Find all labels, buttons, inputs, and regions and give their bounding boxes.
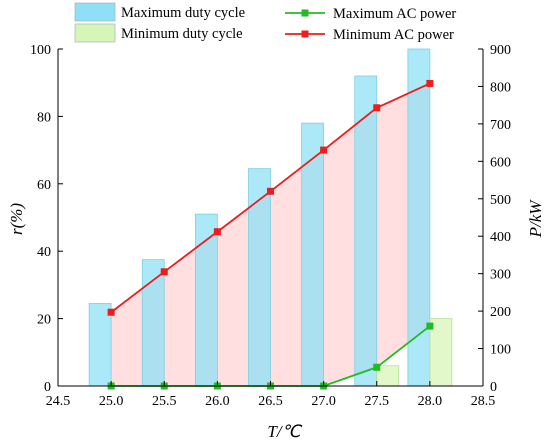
legend-marker-min-ac-power bbox=[301, 30, 309, 38]
bar-layer bbox=[88, 48, 453, 387]
point-min-ac-power-4 bbox=[320, 146, 328, 154]
y-right-tick-label-8: 800 bbox=[490, 80, 511, 95]
bar-max-duty-0 bbox=[88, 303, 112, 387]
y-right-tick-label-1: 100 bbox=[490, 343, 511, 358]
legend-label-max-duty: Maximum duty cycle bbox=[121, 5, 245, 21]
point-min-ac-power-5 bbox=[373, 104, 381, 112]
x-tick-label-0: 24.5 bbox=[46, 394, 71, 409]
legend-label-max-ac-power: Maximum AC power bbox=[333, 6, 456, 22]
x-tick-label-1: 25.0 bbox=[99, 394, 124, 409]
legend: Maximum duty cycle Minimum duty cycle Maxi… bbox=[74, 2, 456, 43]
x-tick-label-4: 26.5 bbox=[258, 394, 283, 409]
y-right-tick-label-3: 300 bbox=[490, 268, 511, 283]
y-left-tick-label-1: 20 bbox=[37, 313, 51, 328]
point-min-ac-power-6 bbox=[426, 79, 434, 87]
axis-layer: 24.5 25.0 25.5 26.0 26.5 27.0 27.5 28.0 28.50204… bbox=[30, 43, 511, 409]
x-tick-label-6: 27.5 bbox=[365, 394, 390, 409]
legend-label-min-ac-power: Minimum AC power bbox=[333, 27, 454, 43]
legend-swatch-max-duty bbox=[74, 2, 116, 22]
y-left-tick-label-4: 80 bbox=[37, 110, 51, 125]
point-min-ac-power-0 bbox=[107, 308, 115, 316]
legend-swatch-min-duty bbox=[74, 23, 116, 43]
y-left-tick-label-3: 60 bbox=[37, 178, 51, 193]
legend-marker-max-ac-power bbox=[301, 9, 309, 17]
y-right-tick-label-5: 500 bbox=[490, 193, 511, 208]
x-axis-title: T/℃ bbox=[267, 422, 302, 441]
y-right-tick-label-9: 900 bbox=[490, 43, 511, 58]
bar-max-duty-1 bbox=[141, 259, 165, 387]
y-right-tick-label-4: 400 bbox=[490, 230, 511, 245]
y-left-tick-label-2: 40 bbox=[37, 245, 51, 260]
point-min-ac-power-2 bbox=[213, 228, 221, 236]
x-tick-label-2: 25.5 bbox=[152, 394, 177, 409]
y-right-tick-label-7: 700 bbox=[490, 118, 511, 133]
y-right-tick-label-0: 0 bbox=[490, 380, 497, 395]
y-right-tick-label-6: 600 bbox=[490, 155, 511, 170]
point-min-ac-power-3 bbox=[267, 187, 274, 195]
x-tick-label-3: 26.0 bbox=[205, 394, 230, 409]
y-left-tick-label-0: 0 bbox=[44, 380, 51, 395]
y-axis-left-title: r(%) bbox=[7, 203, 26, 235]
point-max-ac-power-6 bbox=[426, 322, 434, 330]
y-left-tick-label-5: 100 bbox=[30, 43, 51, 58]
point-min-ac-power-1 bbox=[160, 268, 168, 276]
point-max-ac-power-5 bbox=[373, 363, 381, 371]
x-tick-label-8: 28.5 bbox=[471, 394, 496, 409]
y-right-tick-label-2: 200 bbox=[490, 305, 511, 320]
bar-max-duty-3 bbox=[248, 168, 271, 387]
x-tick-label-7: 28.0 bbox=[418, 394, 443, 409]
legend-label-min-duty: Minimum duty cycle bbox=[121, 26, 243, 42]
bar-max-duty-4 bbox=[301, 122, 325, 387]
y-axis-right-title: P/kW bbox=[526, 199, 545, 239]
x-tick-label-5: 27.0 bbox=[311, 394, 336, 409]
